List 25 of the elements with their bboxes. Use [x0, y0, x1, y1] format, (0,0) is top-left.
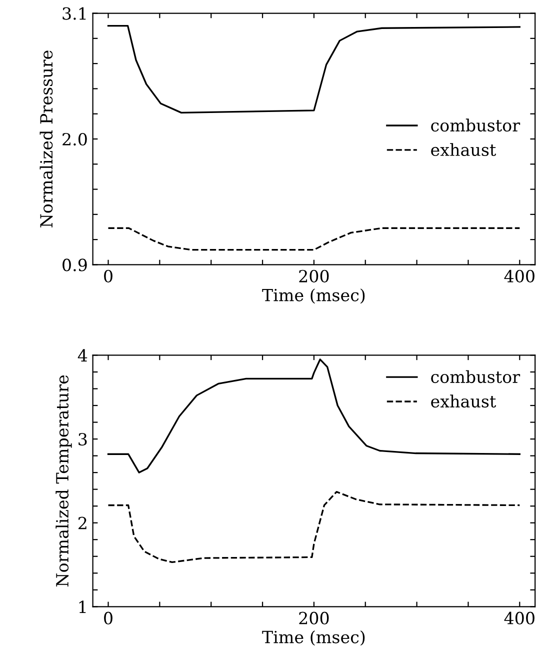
x-axis-title: Time (msec) — [262, 288, 365, 304]
line-series — [107, 24, 520, 114]
line-series — [107, 358, 520, 474]
x-tick-label: 200 — [299, 270, 329, 282]
y-tick-label: 2.0 — [62, 132, 87, 146]
y-tick-label: 1 — [79, 600, 86, 613]
x-tick-label: 400 — [504, 270, 534, 282]
y-axis-title: Normalized Temperature — [56, 375, 72, 587]
line-series — [107, 490, 520, 564]
legend-label: exhaust — [431, 394, 496, 408]
x-tick-label: 0 — [104, 270, 112, 282]
y-tick-label: 4 — [78, 349, 88, 362]
y-tick-label: 3.1 — [62, 7, 86, 20]
y-tick-label: 3 — [78, 432, 87, 446]
x-tick-label: 200 — [299, 612, 329, 624]
line-series — [107, 227, 520, 251]
y-tick-label: 2 — [78, 516, 86, 530]
legend-label: combustor — [431, 370, 520, 384]
y-tick-label: 0.9 — [62, 258, 87, 272]
x-tick-label: 0 — [104, 612, 112, 624]
legend-label: combustor — [431, 118, 520, 132]
legend-label: exhaust — [431, 143, 496, 156]
x-axis-title: Time (msec) — [262, 630, 365, 646]
y-axis-title: Normalized Pressure — [40, 50, 53, 228]
x-tick-label: 400 — [504, 612, 534, 624]
